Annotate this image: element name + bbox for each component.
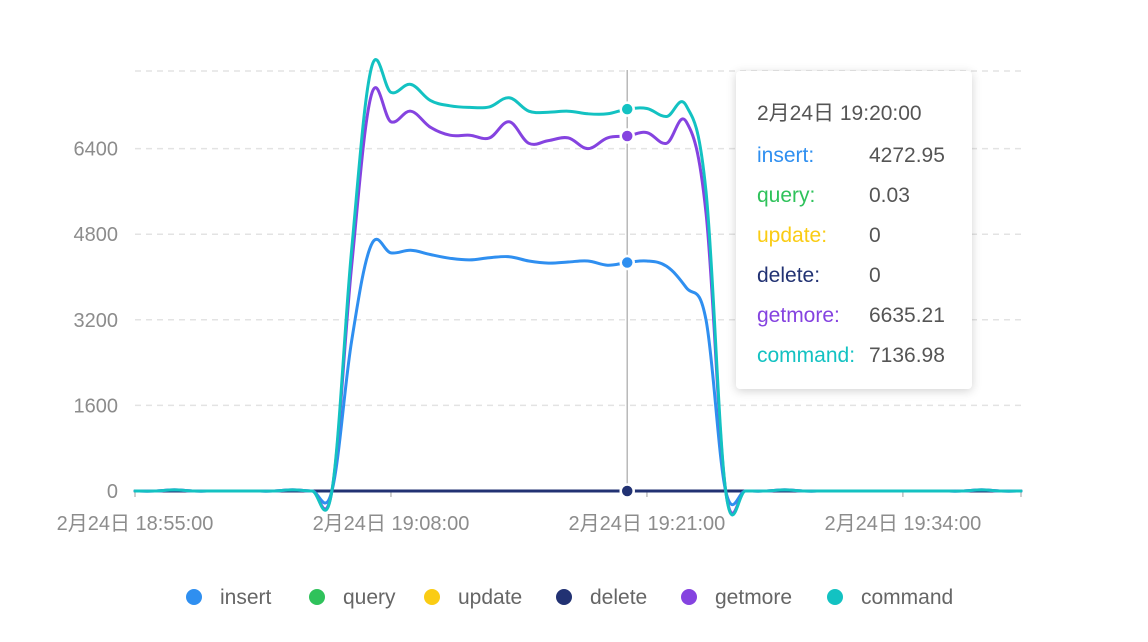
active-point-getmore: [619, 128, 635, 144]
legend-label-insert: insert: [220, 586, 272, 609]
x-tick-label: 2月24日 19:08:00: [313, 513, 470, 535]
legend-label-command: command: [861, 586, 953, 609]
legend-label-delete: delete: [590, 586, 647, 609]
legend-marker-query: [309, 589, 325, 605]
x-tick-label: 2月24日 19:21:00: [569, 513, 726, 535]
tooltip-series-value: 0.03: [869, 184, 910, 207]
tooltip-series-name: update:: [757, 224, 828, 247]
tooltip-series-value: 6635.21: [869, 304, 945, 327]
tooltip-series-value: 0: [869, 224, 881, 247]
y-tick-label: 1600: [74, 395, 119, 417]
tooltip-series-value: 4272.95: [869, 144, 945, 167]
y-tick-label: 6400: [74, 139, 119, 161]
tooltip-row-getmore: getmore: 6635.21: [757, 303, 972, 343]
tooltip-series-name: query:: [757, 184, 816, 207]
tooltip: 2月24日 19:20:00 insert: 4272.95 query: 0.…: [736, 71, 972, 389]
legend-label-query: query: [343, 586, 396, 609]
active-point-insert: [619, 254, 635, 271]
tooltip-row-delete: delete: 0: [757, 263, 972, 303]
legend-marker-getmore: [681, 589, 697, 605]
tooltip-row-command: command: 7136.98: [757, 343, 972, 383]
tooltip-row-update: update: 0: [757, 223, 972, 263]
active-point-delete: [619, 483, 635, 499]
series-line-command: [133, 58, 1023, 517]
legend-marker-update: [424, 589, 440, 605]
tooltip-series-name: insert:: [757, 144, 815, 167]
x-tick-label: 2月24日 18:55:00: [57, 513, 214, 535]
y-tick-label: 4800: [74, 224, 119, 246]
x-tick-label: 2月24日 19:34:00: [824, 513, 981, 535]
legend-label-update: update: [458, 586, 522, 609]
tooltip-series-value: 7136.98: [869, 344, 945, 367]
y-tick-label: 3200: [74, 310, 119, 332]
legend-marker-command: [827, 589, 843, 605]
tooltip-series-value: 0: [869, 264, 881, 287]
tooltip-series-name: delete:: [757, 264, 821, 287]
tooltip-series-name: command:: [757, 344, 856, 367]
y-tick-label: 0: [107, 481, 118, 503]
legend-marker-delete: [556, 589, 572, 605]
legend-marker-insert: [186, 589, 202, 605]
legend-label-getmore: getmore: [715, 586, 792, 609]
tooltip-row-insert: insert: 4272.95: [757, 143, 972, 183]
active-point-command: [619, 101, 635, 117]
tooltip-title: 2月24日 19:20:00: [757, 102, 922, 125]
tooltip-series-name: getmore:: [757, 304, 840, 327]
tooltip-row-query: query: 0.03: [757, 183, 972, 223]
